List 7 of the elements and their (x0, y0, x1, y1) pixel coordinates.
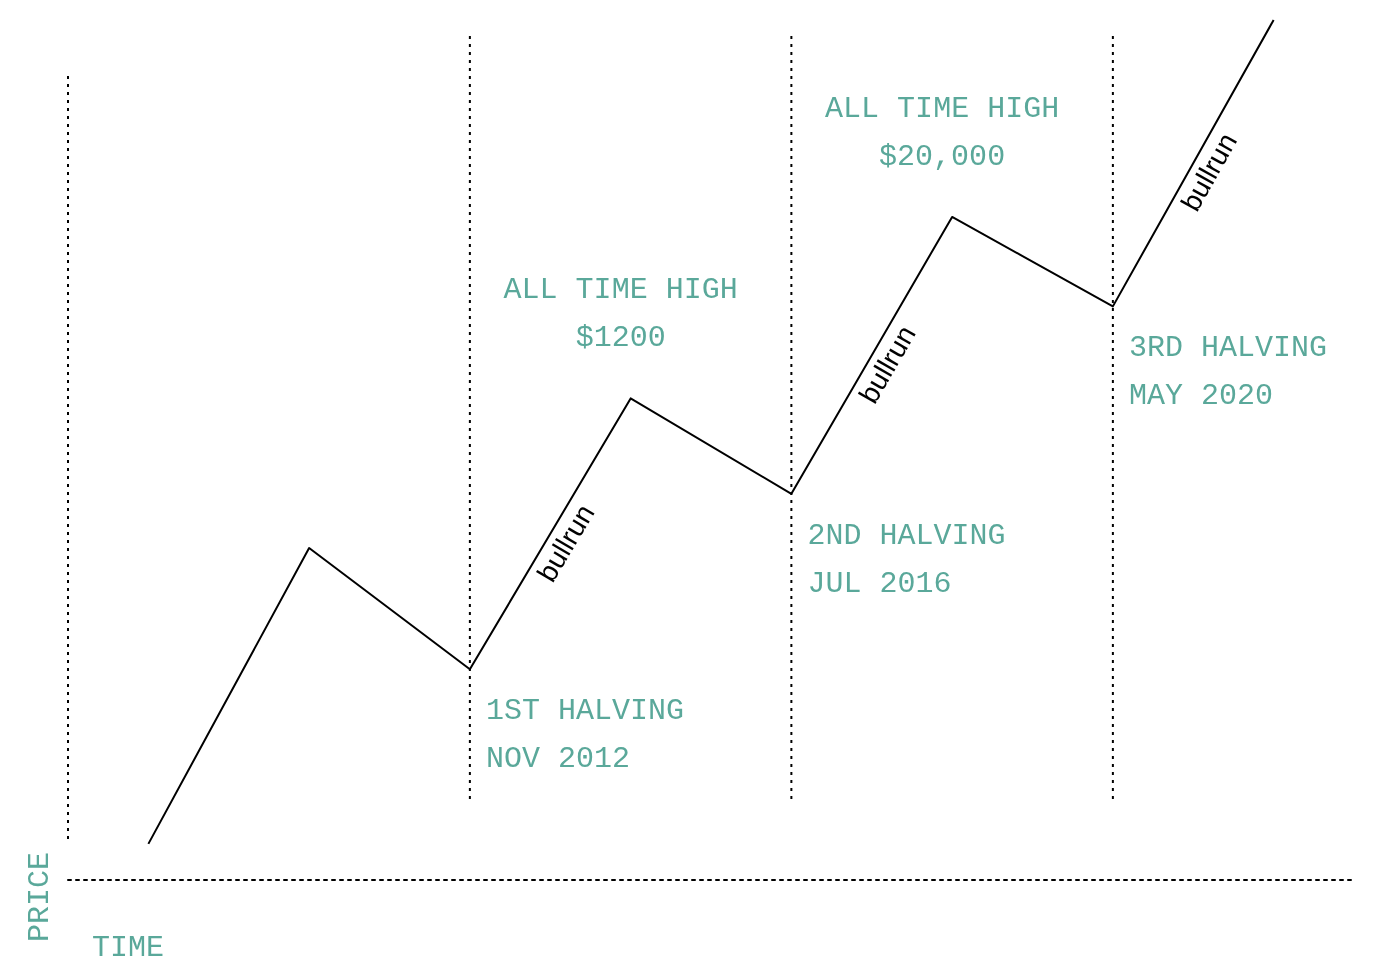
y-axis-title: PRICE (23, 852, 57, 943)
annotation: 1ST HALVING NOV 2012 (485, 694, 684, 777)
annotation: ALL TIME HIGH $20,000 (825, 91, 1060, 174)
annotation: 3RD HALVING MAY 2020 (1128, 331, 1327, 414)
x-axis-title: TIME (92, 931, 165, 965)
annotation: ALL TIME HIGH $1200 (503, 273, 738, 356)
annotation: 2ND HALVING JUL 2016 (807, 518, 1006, 601)
